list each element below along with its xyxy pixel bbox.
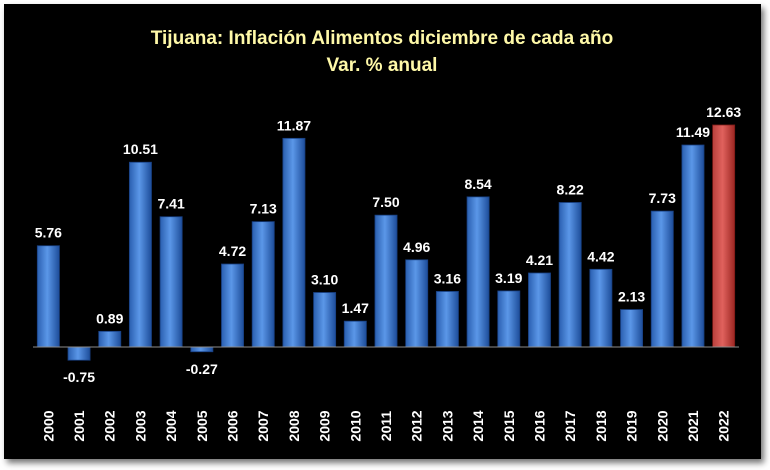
value-label-2005: -0.27 — [186, 361, 218, 377]
value-label-2016: 4.21 — [526, 252, 553, 268]
category-label-2018: 2018 — [593, 410, 609, 441]
bar-2001 — [67, 346, 91, 361]
value-label-2020: 7.73 — [649, 190, 676, 206]
value-label-2000: 5.76 — [35, 225, 62, 241]
value-label-2015: 3.19 — [495, 270, 522, 286]
value-label-2008: 11.87 — [277, 117, 311, 133]
bar-2019 — [620, 309, 644, 348]
bar-2007 — [251, 221, 275, 348]
value-label-2018: 4.42 — [587, 248, 614, 264]
value-labels-group: 5.76 -0.75 0.89 10.51 7.41 -0.27 4.72 7.13 11.87… — [35, 104, 742, 385]
bar-2021 — [681, 144, 705, 348]
value-label-2001: -0.75 — [63, 369, 95, 385]
category-label-2012: 2012 — [409, 410, 425, 441]
value-label-2010: 1.47 — [342, 300, 369, 316]
category-label-2006: 2006 — [225, 410, 241, 441]
bar-2020 — [650, 210, 674, 348]
category-label-2004: 2004 — [163, 410, 179, 441]
bar-2006 — [221, 263, 244, 348]
category-label-2016: 2016 — [531, 410, 547, 441]
bar-2000 — [36, 245, 60, 348]
value-label-2004: 7.41 — [158, 196, 185, 212]
bar-2008 — [282, 137, 306, 348]
bar-2012 — [405, 259, 429, 348]
bar-2013 — [435, 291, 459, 348]
bar-2009 — [313, 292, 337, 348]
bar-2011 — [374, 214, 398, 348]
value-label-2022: 12.63 — [706, 104, 741, 120]
category-label-2008: 2008 — [286, 410, 302, 441]
category-label-2010: 2010 — [347, 410, 363, 441]
value-label-2021: 11.49 — [676, 124, 710, 140]
chart-frame: Tijuana: Inflación Alimentos diciembre d… — [4, 4, 761, 459]
bar-2014 — [466, 196, 490, 348]
value-label-2006: 4.72 — [219, 243, 246, 259]
bar-2005 — [190, 346, 214, 353]
category-label-2014: 2014 — [470, 410, 486, 441]
category-label-2022: 2022 — [716, 410, 732, 441]
bar-2015 — [497, 290, 521, 348]
chart-subtitle: Var. % anual — [327, 55, 438, 76]
value-label-2017: 8.22 — [557, 181, 584, 197]
value-label-2002: 0.89 — [96, 310, 123, 326]
bar-2003 — [128, 161, 152, 348]
category-label-2005: 2005 — [194, 410, 210, 441]
category-label-2001: 2001 — [71, 410, 87, 441]
bar-2017 — [558, 202, 582, 348]
bars-group — [36, 124, 736, 361]
chart-title: Tijuana: Inflación Alimentos diciembre d… — [151, 28, 613, 49]
category-label-2000: 2000 — [40, 410, 56, 441]
category-label-2019: 2019 — [624, 410, 640, 441]
bar-2016 — [528, 272, 551, 348]
value-label-2003: 10.51 — [123, 141, 158, 157]
category-label-2007: 2007 — [255, 410, 271, 441]
category-label-2009: 2009 — [317, 410, 333, 441]
bar-2010 — [343, 320, 367, 348]
category-label-2011: 2011 — [378, 411, 394, 442]
value-label-2014: 8.54 — [464, 176, 491, 192]
category-labels-group: 2000 2001 2002 2003 2004 2005 2006 2007 2008 2009… — [40, 410, 731, 441]
category-label-2002: 2002 — [102, 410, 118, 441]
value-label-2009: 3.10 — [311, 272, 338, 288]
category-label-2003: 2003 — [132, 410, 148, 441]
value-label-2007: 7.13 — [250, 201, 277, 217]
category-label-2020: 2020 — [654, 410, 670, 441]
category-label-2015: 2015 — [501, 410, 517, 441]
bar-2004 — [159, 216, 183, 348]
value-label-2011: 7.50 — [372, 194, 399, 210]
bar-2018 — [589, 268, 613, 348]
category-label-2021: 2021 — [685, 410, 701, 441]
value-label-2013: 3.16 — [434, 270, 461, 286]
category-label-2017: 2017 — [562, 410, 578, 441]
bar-2002 — [98, 330, 122, 348]
value-label-2019: 2.13 — [618, 289, 645, 305]
category-label-2013: 2013 — [439, 410, 455, 441]
bar-chart: Tijuana: Inflación Alimentos diciembre d… — [33, 28, 742, 442]
value-label-2012: 4.96 — [403, 239, 430, 255]
bar-2022 — [712, 124, 736, 348]
